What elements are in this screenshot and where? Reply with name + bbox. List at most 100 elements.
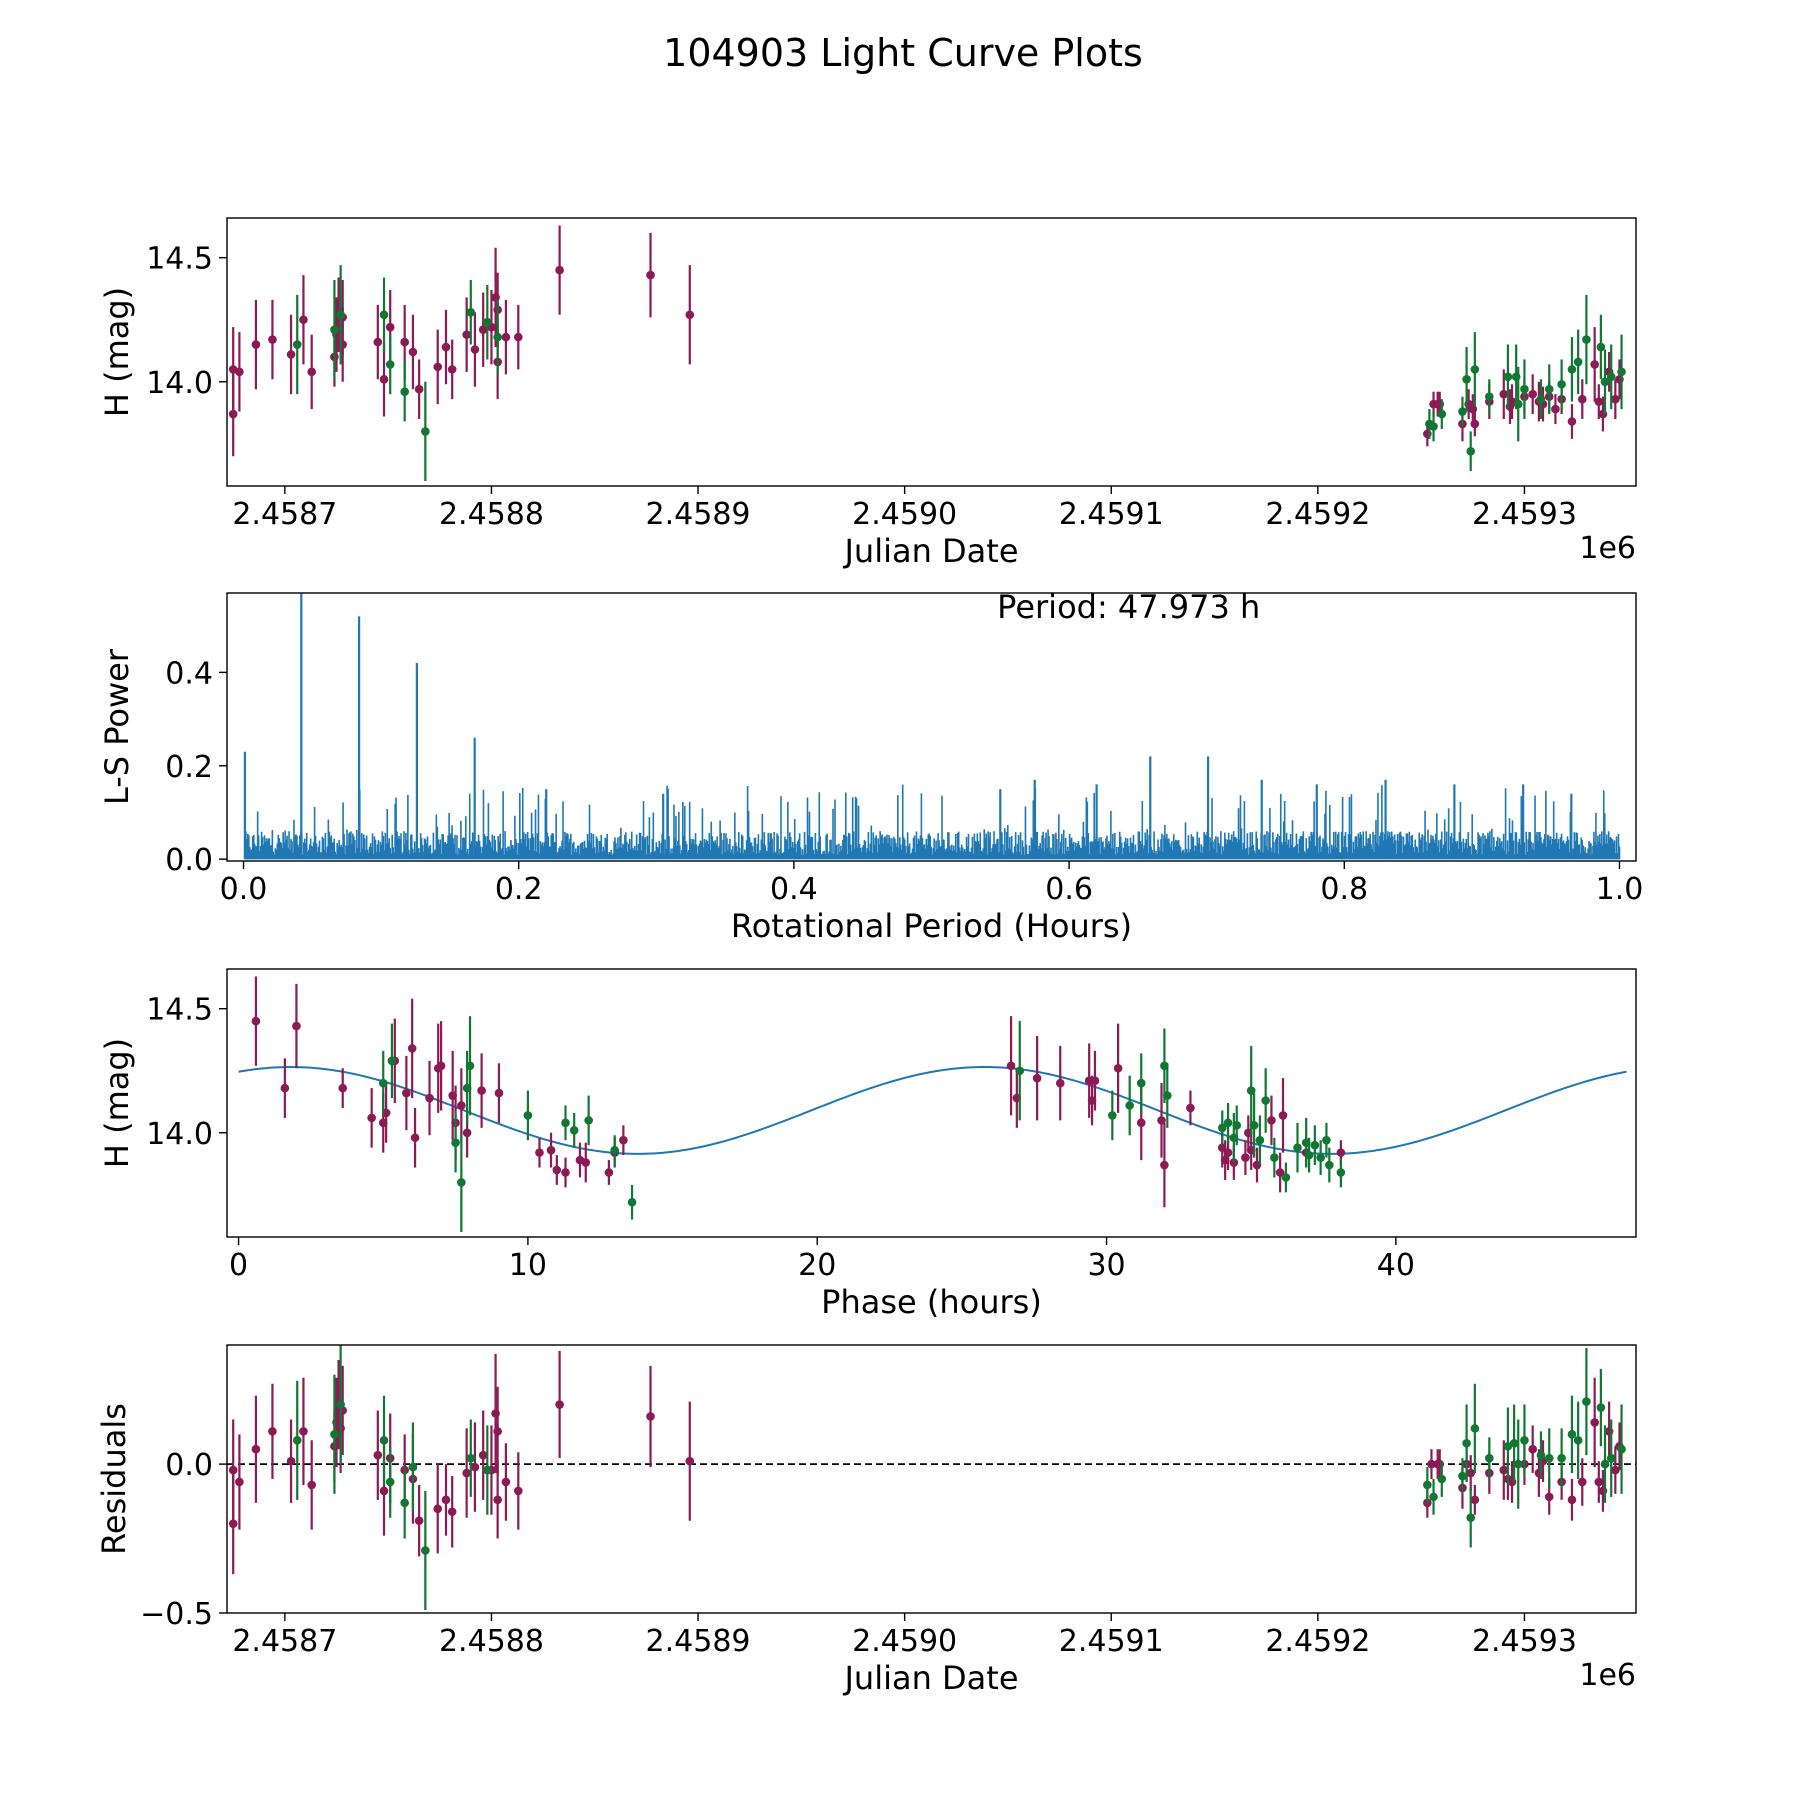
data-point [1223, 1118, 1233, 1128]
data-point [1325, 1160, 1334, 1170]
data-point [441, 1495, 451, 1505]
data-point [457, 1178, 466, 1187]
data-point [466, 1453, 476, 1463]
data-point [1567, 1495, 1577, 1505]
data-point [501, 1477, 511, 1487]
x-tick-label: 0.2 [495, 872, 543, 907]
data-point [1310, 1140, 1320, 1150]
data-point [1611, 1465, 1620, 1475]
data-point [1617, 367, 1626, 377]
data-point [299, 315, 308, 325]
data-point [385, 1477, 395, 1487]
data-point [1281, 1173, 1291, 1182]
data-point [228, 1519, 238, 1528]
data-point [493, 1495, 502, 1505]
data-point [1577, 394, 1587, 404]
data-point [228, 409, 238, 419]
data-point [330, 325, 339, 334]
data-point [1485, 392, 1494, 401]
x-tick-label: 0 [229, 1248, 248, 1283]
data-point [330, 1430, 339, 1439]
data-point [385, 360, 395, 369]
data-point [646, 1412, 655, 1421]
data-point [619, 1135, 628, 1145]
x-offset-text: 1e6 [1579, 531, 1636, 566]
x-axis-label: Julian Date [842, 1659, 1018, 1697]
data-point [1429, 1492, 1438, 1502]
data-point [1293, 1143, 1302, 1152]
data-point [1573, 1435, 1583, 1445]
x-tick-label: 2.4589 [646, 497, 751, 532]
y-tick-label: 0.4 [165, 656, 213, 691]
data-point [1520, 384, 1529, 394]
data-point [1551, 404, 1560, 414]
data-point [478, 1450, 488, 1460]
y-axis-label: H (mag) [98, 1038, 136, 1168]
data-point [685, 1456, 695, 1466]
data-point [1090, 1076, 1100, 1085]
data-point [1567, 1430, 1577, 1439]
data-point [514, 1486, 523, 1496]
data-point [501, 332, 511, 342]
data-point [1055, 1078, 1065, 1088]
data-point [1567, 365, 1577, 374]
data-point [1160, 1160, 1169, 1170]
data-point [1162, 1091, 1172, 1100]
raw-light-curve-panel: 2.4587 2.4588 2.4589 2.4590 2.4591 2.4592 2.45… [98, 217, 1637, 570]
data-point [1466, 446, 1476, 456]
data-point [1590, 1418, 1599, 1427]
data-point [286, 350, 296, 359]
y-tick-label: 14.5 [146, 993, 213, 1028]
x-tick-label: 2.4593 [1472, 1624, 1577, 1659]
series-series_b [292, 1345, 1626, 1611]
data-point [1544, 1492, 1554, 1502]
data-point [1136, 1118, 1146, 1128]
data-point [1304, 1150, 1314, 1160]
data-point [584, 1116, 593, 1125]
data-point [1513, 399, 1523, 409]
data-point [408, 347, 418, 357]
y-tick-label: 0.0 [165, 1448, 213, 1483]
data-point [268, 335, 277, 344]
data-point [1470, 365, 1480, 374]
x-offset-text: 1e6 [1579, 1658, 1636, 1693]
data-point [1458, 1471, 1467, 1481]
data-point [1596, 342, 1606, 352]
data-point [292, 1021, 301, 1031]
data-point [1267, 1116, 1276, 1125]
data-point [1590, 360, 1599, 369]
data-point [447, 365, 457, 374]
data-point [414, 384, 424, 394]
data-point [1594, 1477, 1604, 1487]
data-point [1617, 1444, 1626, 1454]
data-point [491, 293, 500, 302]
x-tick-label: 2.4588 [439, 497, 544, 532]
series-series_b [292, 265, 1626, 482]
data-point [1186, 1103, 1195, 1113]
data-point [378, 1078, 388, 1088]
data-point [299, 1427, 308, 1436]
figure-title: 104903 Light Curve Plots [663, 31, 1143, 75]
x-tick-label: 0.6 [1045, 872, 1093, 907]
data-point [400, 1498, 409, 1508]
data-point [387, 1056, 397, 1066]
data-point [436, 1061, 446, 1071]
data-point [373, 1450, 383, 1460]
x-tick-label: 2.4587 [232, 497, 337, 532]
data-layer [228, 1345, 1626, 1611]
data-point [402, 1088, 411, 1098]
data-point [408, 1462, 418, 1472]
data-point [1217, 1123, 1227, 1133]
data-point [1600, 1459, 1610, 1469]
data-point [268, 1427, 277, 1436]
x-tick-label: 2.4589 [646, 1624, 751, 1659]
x-axis-label: Julian Date [842, 532, 1018, 570]
data-point [470, 345, 480, 354]
data-point [1223, 1148, 1233, 1157]
data-point [1336, 1148, 1346, 1157]
data-point [1015, 1066, 1025, 1076]
data-point [1437, 1474, 1447, 1484]
data-point [251, 1016, 261, 1026]
data-point [1427, 1459, 1436, 1469]
residuals-panel: 2.4587 2.4588 2.4589 2.4590 2.4591 2.4592 2.45… [95, 1344, 1637, 1697]
